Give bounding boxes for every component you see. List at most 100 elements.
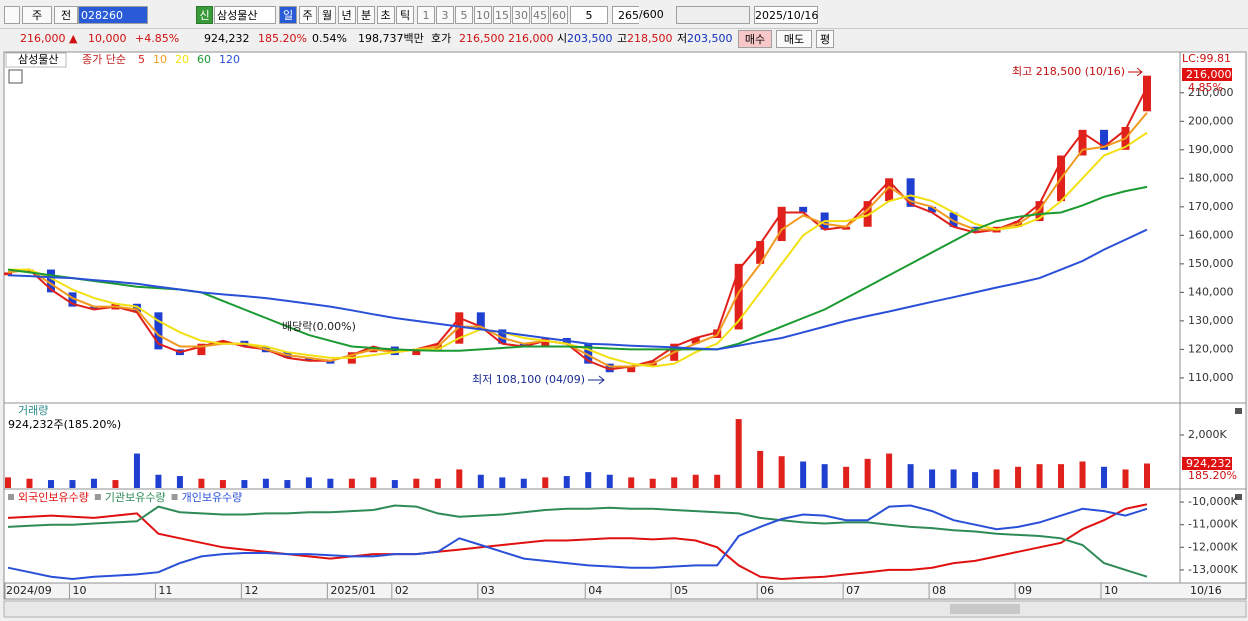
candle bbox=[1078, 129, 1087, 156]
interval-button[interactable]: 30 bbox=[512, 6, 530, 24]
tool-icons[interactable] bbox=[676, 6, 750, 24]
volume-bar bbox=[950, 469, 957, 488]
volume-bar bbox=[5, 477, 11, 488]
interval-button[interactable]: 5 bbox=[455, 6, 473, 24]
holding-line bbox=[7, 504, 1148, 578]
quote-low-label: 저 bbox=[677, 32, 688, 45]
last-change: 4.85% bbox=[1188, 81, 1223, 94]
volume-bar bbox=[1058, 464, 1065, 488]
annotation: 배당락(0.00%) bbox=[282, 320, 356, 333]
interval-button[interactable]: 10 bbox=[474, 6, 492, 24]
sell-button[interactable]: 매도 bbox=[776, 30, 812, 48]
candle bbox=[498, 329, 507, 344]
interval-button[interactable]: 60 bbox=[550, 6, 568, 24]
period-button[interactable]: 주 bbox=[298, 6, 317, 24]
holding-line bbox=[7, 504, 1148, 581]
candle bbox=[756, 241, 765, 264]
quote-volume: 924,232 bbox=[204, 32, 250, 45]
x-tick-label: 04 bbox=[588, 584, 602, 597]
volume-bar bbox=[391, 480, 398, 488]
quote-high: 218,500 bbox=[627, 32, 673, 45]
interval-button[interactable]: 3 bbox=[436, 6, 454, 24]
bar-count[interactable]: 265 bbox=[612, 6, 639, 24]
legend-entry: 기관보유수량 bbox=[105, 491, 166, 504]
table-icon[interactable] bbox=[8, 69, 23, 84]
scrollbar[interactable] bbox=[3, 600, 1247, 618]
x-tick-label: 08 bbox=[932, 584, 946, 597]
legend-entry: 120 bbox=[219, 53, 240, 66]
x-tick-label: 02 bbox=[395, 584, 409, 597]
legend-swatch bbox=[171, 494, 178, 500]
interval-button[interactable]: 1 bbox=[417, 6, 435, 24]
volume-bar bbox=[284, 480, 291, 488]
y-tick-label: 180,000 bbox=[1188, 171, 1234, 184]
scope-select[interactable]: 전 bbox=[54, 6, 78, 24]
legend-swatch bbox=[8, 494, 14, 500]
volume-bar bbox=[886, 453, 893, 488]
candle bbox=[68, 292, 77, 307]
volume-bar bbox=[542, 477, 549, 488]
interval-input[interactable]: 5 bbox=[570, 6, 608, 24]
avg-button[interactable]: 평 bbox=[816, 30, 834, 48]
period-button[interactable]: 년 bbox=[337, 6, 356, 24]
candle bbox=[132, 303, 141, 313]
volume-bar bbox=[155, 474, 162, 488]
volume-bar bbox=[219, 480, 226, 488]
quote-bid: 216,000 bbox=[508, 32, 554, 45]
interval-button[interactable]: 15 bbox=[493, 6, 511, 24]
x-tick-label: 09 bbox=[1018, 584, 1032, 597]
quote-open-label: 시 bbox=[557, 32, 568, 45]
candle bbox=[627, 366, 636, 373]
scroll-thumb[interactable] bbox=[950, 604, 1020, 614]
candle bbox=[304, 357, 313, 361]
buy-button[interactable]: 매수 bbox=[738, 30, 772, 48]
candle bbox=[906, 178, 915, 207]
candle bbox=[777, 206, 786, 242]
volume-bar bbox=[585, 472, 592, 488]
volume-bar bbox=[993, 469, 1000, 488]
title-box bbox=[5, 52, 67, 68]
period-button[interactable]: 분 bbox=[357, 6, 375, 24]
quote-amount: 198,737백만 bbox=[358, 32, 424, 45]
y-tick-label: -10,000K bbox=[1188, 495, 1238, 508]
volume-bar bbox=[563, 476, 570, 488]
code-input[interactable]: 028260 bbox=[78, 6, 148, 24]
period-button[interactable]: 월 bbox=[318, 6, 336, 24]
period-button[interactable]: 초 bbox=[376, 6, 395, 24]
ma-line bbox=[7, 112, 1148, 368]
candle bbox=[455, 312, 464, 344]
candle bbox=[390, 346, 399, 356]
volume-bar bbox=[327, 478, 334, 488]
panel-close[interactable] bbox=[1235, 494, 1242, 500]
market-select[interactable]: 주 bbox=[22, 6, 52, 24]
y-tick-label: 120,000 bbox=[1188, 342, 1234, 355]
period-button[interactable]: 일 bbox=[279, 6, 297, 24]
candle bbox=[1143, 75, 1151, 112]
candle bbox=[799, 206, 808, 213]
x-tick-label: 10 bbox=[72, 584, 86, 597]
candle bbox=[4, 272, 12, 276]
candle bbox=[519, 343, 528, 347]
x-tick-label: 2025/01 bbox=[330, 584, 376, 597]
candle bbox=[928, 206, 937, 213]
volume-bar bbox=[692, 474, 699, 488]
panel-close[interactable] bbox=[1235, 408, 1242, 414]
x-tick-label: 05 bbox=[674, 584, 688, 597]
date-input[interactable]: 2025/10/16 bbox=[754, 6, 818, 24]
quote-ask-label: 호가 bbox=[431, 32, 452, 45]
y-tick-label: 110,000 bbox=[1188, 371, 1234, 384]
annotation: 최고 218,500 (10/16) bbox=[1012, 65, 1125, 78]
volume-bar bbox=[714, 474, 721, 488]
interval-button[interactable]: 45 bbox=[531, 6, 549, 24]
y-tick-label: 190,000 bbox=[1188, 143, 1234, 156]
quote-change: 10,000 bbox=[88, 32, 127, 45]
panel-subtitle: 924,232주(185.20%) bbox=[8, 418, 121, 431]
volume-bar bbox=[499, 477, 506, 488]
volume-bar bbox=[47, 480, 54, 488]
candle bbox=[476, 312, 485, 330]
menu-icon[interactable] bbox=[4, 6, 20, 24]
candle bbox=[46, 269, 55, 293]
ma-line bbox=[7, 228, 1148, 351]
period-button[interactable]: 틱 bbox=[396, 6, 414, 24]
